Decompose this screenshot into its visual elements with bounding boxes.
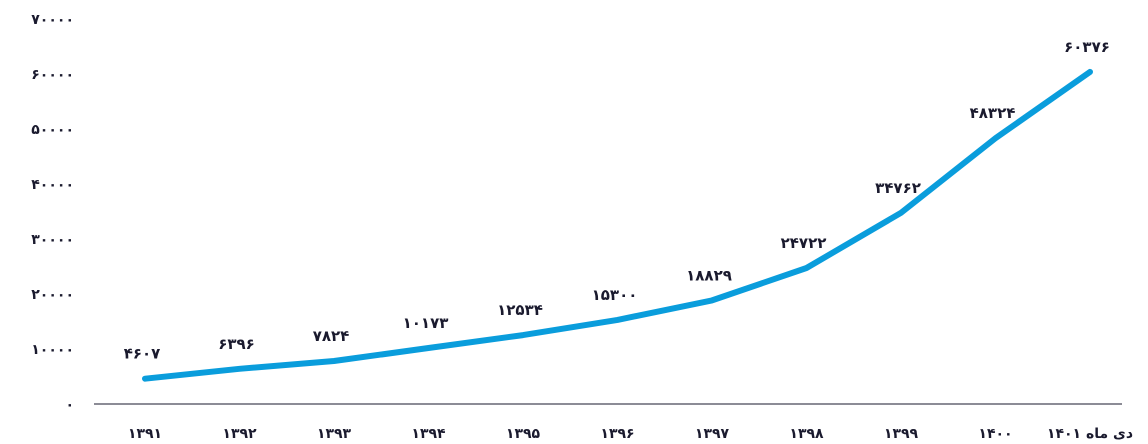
y-tick-label: ۷۰۰۰۰ xyxy=(31,12,74,28)
x-tick-label: ۱۳۹۶ xyxy=(600,426,634,442)
data-label: ۶۳۹۶ xyxy=(218,335,255,353)
data-label: ۶۰۳۷۶ xyxy=(1064,38,1110,56)
y-tick-label: ۶۰۰۰۰ xyxy=(31,67,74,83)
y-tick-label: ۳۰۰۰۰ xyxy=(31,232,74,248)
data-label: ۴۸۳۲۴ xyxy=(970,104,1016,122)
data-label: ۴۶۰۷ xyxy=(124,345,161,363)
x-tick-label: ۱۳۹۲ xyxy=(222,426,257,442)
x-tick-label: ۱۳۹۱ xyxy=(128,426,162,442)
data-label: ۱۵۳۰۰ xyxy=(592,286,638,304)
data-labels: ۴۶۰۷ ۶۳۹۶ ۷۸۲۴ ۱۰۱۷۳ ۱۲۵۳۴ ۱۵۳۰۰ ۱۸۸۲۹ ۲۴۷۲۲ ۳۴۷… xyxy=(124,38,1110,379)
y-tick-label: ۰ xyxy=(65,397,74,413)
x-tick-label: ۱۳۹۹ xyxy=(884,426,919,442)
x-axis-ticks: ۱۳۹۱ ۱۳۹۲ ۱۳۹۳ ۱۳۹۴ ۱۳۹۵ ۱۳۹۶ ۱۳۹۷ ۱۳۹۸ ۱۳۹۹ ۱۴۰۰… xyxy=(128,426,1133,442)
x-tick-label: ۱۴۰۰ xyxy=(978,426,1012,442)
y-tick-label: ۲۰۰۰۰ xyxy=(31,287,74,303)
x-tick-label: ۱۳۹۸ xyxy=(789,426,824,442)
x-tick-label: دی ماه ۱۴۰۱ xyxy=(1047,426,1133,442)
y-tick-label: ۱۰۰۰۰ xyxy=(31,342,74,358)
x-tick-label: ۱۳۹۴ xyxy=(411,426,446,442)
y-tick-label: ۵۰۰۰۰ xyxy=(31,122,74,138)
x-tick-label: ۱۳۹۵ xyxy=(506,426,541,442)
data-label: ۱۲۵۳۴ xyxy=(497,301,543,319)
x-tick-label: ۱۳۹۷ xyxy=(695,426,730,442)
data-label: ۱۸۸۲۹ xyxy=(686,266,732,284)
data-label: ۷۸۲۴ xyxy=(313,327,350,345)
data-label: ۲۴۷۲۲ xyxy=(781,234,827,252)
y-tick-label: ۴۰۰۰۰ xyxy=(31,177,74,193)
series-line xyxy=(142,68,1093,382)
y-axis-ticks: ۰ ۱۰۰۰۰ ۲۰۰۰۰ ۳۰۰۰۰ ۴۰۰۰۰ ۵۰۰۰۰ ۶۰۰۰۰ ۷۰۰۰۰ xyxy=(31,12,74,413)
data-label: ۱۰۱۷۳ xyxy=(403,314,449,332)
x-tick-label: ۱۳۹۳ xyxy=(317,426,352,442)
data-label: ۳۴۷۶۲ xyxy=(875,179,921,197)
